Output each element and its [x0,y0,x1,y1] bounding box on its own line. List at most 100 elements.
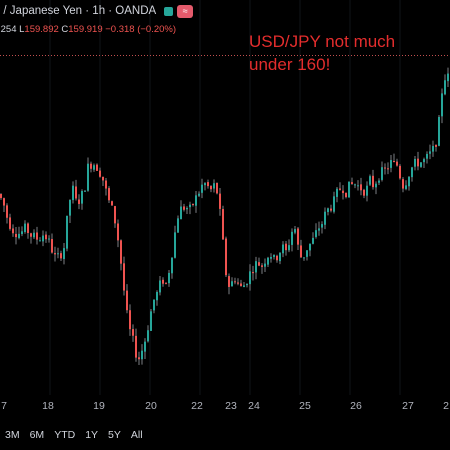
candle-body [411,167,413,178]
candle-body [228,276,230,287]
candle [441,88,443,124]
candle [195,190,197,213]
market-status-icon [164,6,174,16]
candle-body [279,252,281,262]
candlestick-series [0,67,449,366]
candle [75,179,77,201]
candle-body [135,335,137,358]
candle-body [96,164,98,171]
candle [306,250,308,261]
candle [234,277,236,285]
time-axis[interactable]: 7 18 19 20 22 23 24 25 26 27 2 [0,398,450,416]
x-tick: 23 [225,400,237,412]
price-change: −0.318 (−0.20%) [102,24,177,35]
candle-body [444,80,446,95]
candle-body [378,180,380,183]
candle [180,200,182,220]
candle-body [66,215,68,249]
candle-body [48,238,50,240]
candle-body [189,204,191,208]
candle-body [315,230,317,237]
candle-body [138,357,140,360]
candle [303,257,305,261]
candle [78,194,80,210]
candle [204,182,206,191]
candle-body [447,73,449,82]
candle-body [291,231,293,245]
candle-body [246,283,248,286]
candle [210,185,212,193]
candle-body [249,271,251,285]
candle-body [312,237,314,244]
candle [444,74,446,96]
candle-body [165,282,167,284]
candle-body [33,232,35,238]
candle [93,163,95,172]
candle-body [129,310,131,330]
candle-body [42,235,44,242]
candle [300,239,302,258]
candle [420,161,422,168]
candle [366,181,368,202]
candle-body [417,158,419,167]
candle [9,213,11,231]
candle-body [144,341,146,352]
x-tick: 26 [350,400,362,412]
candle [69,199,71,223]
candle [51,233,53,254]
candle-body [219,193,221,209]
candle [87,157,89,192]
candle [42,230,44,247]
candle [249,264,251,291]
candle-body [252,272,254,274]
candle [342,185,344,200]
candle [372,169,374,190]
candle [297,226,299,251]
candle-body [333,196,335,212]
candle-body [36,232,38,240]
candle-body [384,167,386,169]
range-3m-button[interactable]: 3M [5,429,20,441]
range-1y-button[interactable]: 1Y [85,429,99,441]
candle [261,263,263,274]
candle [414,155,416,171]
candle [267,256,269,268]
candle-body [204,183,206,186]
candle-body [264,263,266,267]
candle [126,284,128,314]
candle-body [339,188,341,190]
candle-body [399,165,401,179]
candle [57,247,59,259]
candle-body [285,243,287,251]
candle [351,177,353,185]
candle [171,257,173,279]
candle-body [90,163,92,169]
candle [159,276,161,296]
range-6m-button[interactable]: 6M [29,429,45,441]
candle [384,163,386,175]
candle-body [153,299,155,311]
candle [405,180,407,191]
candle-body [231,281,233,287]
candle-body [186,207,188,210]
range-5y-button[interactable]: 5Y [108,429,121,441]
candle-body [282,244,284,254]
candle-body [117,223,119,241]
candle [153,299,155,314]
candle-body [198,193,200,196]
candle-body [276,255,278,261]
candle [408,176,410,191]
compare-badge-icon[interactable]: ≈ [177,4,194,18]
candle [387,162,389,175]
range-ytd-button[interactable]: YTD [54,429,76,441]
candle [243,281,245,288]
range-all-button[interactable]: All [130,429,143,441]
candle-body [303,257,305,259]
candle [186,206,188,214]
candle-body [168,272,170,284]
candle [108,186,110,203]
candle-body [159,280,161,293]
candle-body [69,199,71,216]
x-tick: 24 [248,400,260,412]
